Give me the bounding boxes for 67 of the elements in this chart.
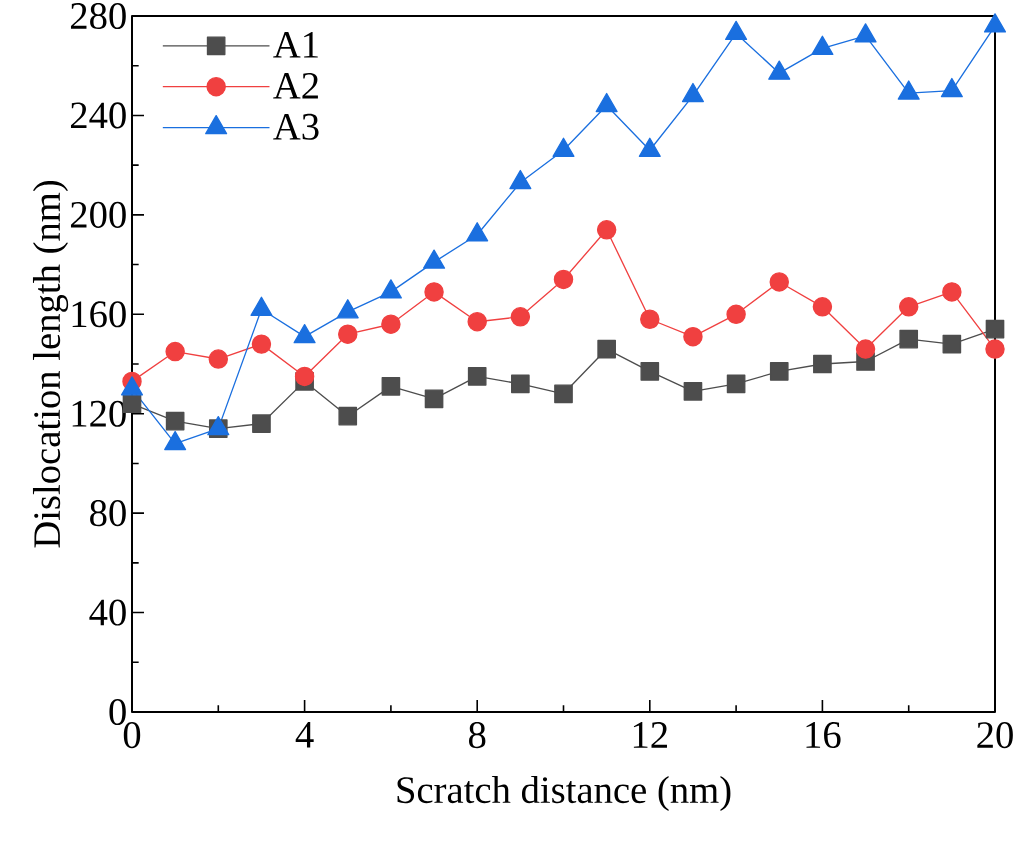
point [985,319,1005,339]
legend-label: A3 [273,113,319,140]
point [726,304,746,325]
point [683,382,703,401]
point [554,384,573,404]
point [638,137,661,157]
point [942,282,962,302]
point [467,312,487,332]
point [424,282,444,302]
point [985,339,1005,359]
point [813,354,832,374]
y-tick-label: 120 [72,400,126,427]
y-axis-title: Dislocation length (nm) [32,180,69,548]
point [165,341,185,362]
point [899,329,919,349]
point [381,314,401,334]
legend-label: A1 [273,32,318,58]
x-tick-label: 16 [806,722,841,749]
point [510,307,531,327]
point [983,13,1007,33]
point [812,297,833,317]
point [725,20,748,41]
point [553,269,574,290]
point [683,326,703,347]
point [768,60,791,80]
point [854,23,877,43]
point [165,411,185,431]
y-tick-label: 200 [70,201,126,228]
y-tick-label: 80 [90,500,126,527]
point [338,324,358,344]
point [466,222,489,242]
point [467,367,487,386]
x-tick-label: 4 [295,722,314,748]
point [811,35,834,55]
point [769,362,789,381]
point [596,220,617,240]
point [942,334,962,354]
point [640,309,660,329]
point [294,366,315,387]
point [511,374,530,394]
point [681,82,705,103]
y-tick-label: 40 [89,599,126,626]
legend-label: A2 [273,72,318,99]
point [208,349,229,369]
x-tick-label: 20 [977,722,1013,749]
point [726,374,746,394]
point [252,414,271,433]
point [338,406,358,426]
y-tick-label: 160 [72,301,126,328]
point [424,389,444,409]
x-axis-title: Scratch distance (nm) [397,775,731,812]
point [640,362,660,381]
y-tick-label: 280 [70,2,126,30]
y-tick-label: 240 [70,102,126,129]
x-tick-label: 12 [633,722,667,748]
x-tick-label: 8 [469,722,486,749]
point [552,137,575,157]
point [898,297,919,317]
point [769,272,789,292]
point [251,334,272,354]
point [595,92,618,113]
point [897,80,920,100]
point [855,339,876,359]
point [940,77,963,98]
point [381,377,401,396]
point [509,169,532,190]
point [597,339,616,359]
